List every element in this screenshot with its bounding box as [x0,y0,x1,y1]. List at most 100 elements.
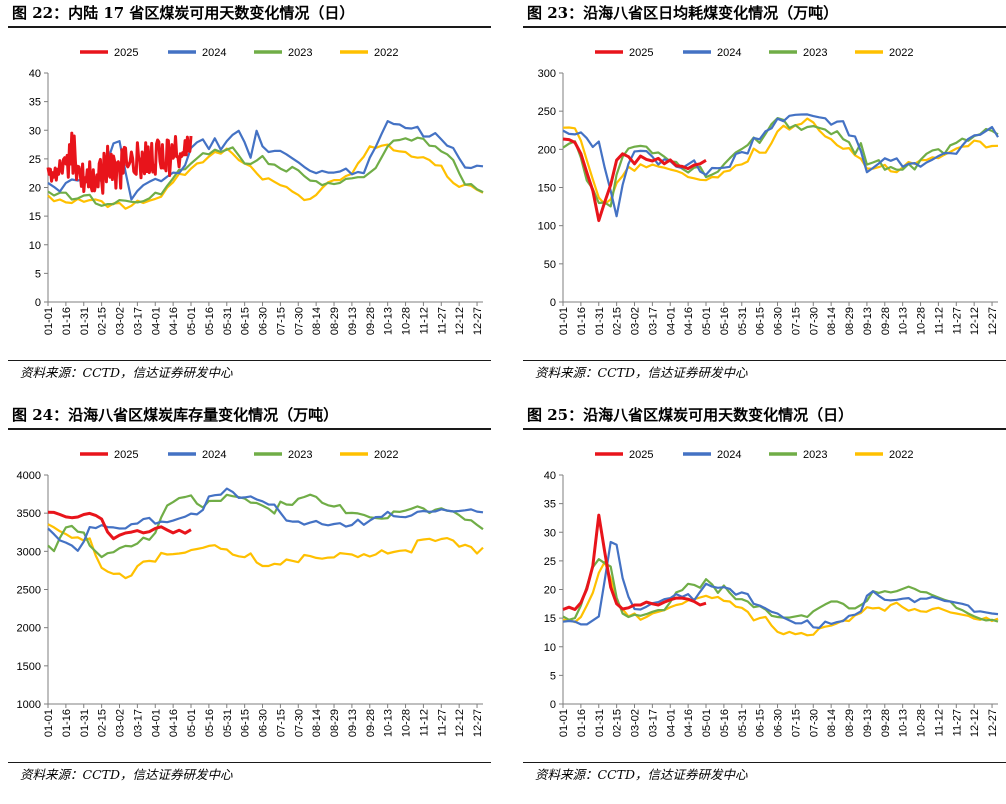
series-line-2022 [47,523,484,580]
x-tick-label: 02-15 [612,307,624,335]
x-tick-label: 10-28 [401,709,413,737]
y-tick-label: 0 [550,297,556,309]
x-tick-label: 09-13 [862,307,874,335]
y-tick-label: 20 [29,183,41,195]
y-tick-label: 40 [29,68,41,80]
x-tick-label: 06-30 [773,307,785,335]
source-note: 资料来源：CCTD，信达证券研发中心 [523,360,1006,388]
x-tick-label: 01-01 [558,307,570,335]
x-tick-label: 10-28 [916,307,928,335]
source-note: 资料来源：CCTD，信达证券研发中心 [523,762,1006,790]
x-tick-label: 10-28 [916,709,928,737]
series-line-2022 [562,117,999,206]
x-tick-label: 10-13 [383,709,395,737]
series-line-2025 [562,137,707,223]
y-tick-label: 30 [544,527,556,539]
x-tick-label: 05-01 [186,709,198,737]
series-line-2023 [562,558,999,623]
x-tick-label: 01-31 [79,709,91,737]
x-tick-label: 05-31 [737,709,749,737]
x-tick-label: 06-30 [773,709,785,737]
x-tick-label: 06-15 [755,307,767,335]
x-tick-label: 06-15 [755,709,767,737]
y-tick-label: 5 [35,268,41,280]
legend-label-2025: 2025 [629,449,653,461]
y-tick-label: 35 [544,499,556,511]
series-line-2024 [562,113,999,218]
x-tick-label: 01-16 [576,709,588,737]
x-tick-label: 07-15 [790,709,802,737]
x-tick-label: 12-27 [987,307,999,335]
y-tick-label: 1500 [17,661,41,673]
x-tick-label: 06-30 [258,307,270,335]
x-tick-label: 07-30 [808,307,820,335]
x-tick-label: 05-01 [701,307,713,335]
x-tick-label: 02-15 [97,709,109,737]
chart-title: 图 24：沿海八省区煤炭库存量变化情况（万吨） [8,402,491,430]
series-line-2025 [46,131,193,195]
legend-label-2025: 2025 [114,47,138,59]
y-tick-label: 15 [544,613,556,625]
x-tick-label: 04-01 [665,709,677,737]
legend-label-2024: 2024 [202,449,226,461]
x-tick-label: 09-13 [347,709,359,737]
y-tick-label: 10 [29,240,41,252]
y-tick-label: 150 [538,183,556,195]
series-line-2023 [47,493,484,559]
y-tick-label: 25 [29,154,41,166]
series-line-2024 [47,119,484,201]
x-tick-label: 05-16 [719,307,731,335]
x-tick-label: 07-15 [275,709,287,737]
x-tick-label: 03-17 [132,709,144,737]
x-tick-label: 01-31 [594,709,606,737]
line-chart: 1000 1500 2000 2500 3000 3500 4000 01-01 01-16 01… [17,449,485,737]
source-note: 资料来源：CCTD，信达证券研发中心 [8,360,491,388]
x-tick-label: 01-01 [43,307,55,335]
y-tick-label: 3000 [17,546,41,558]
series-line-2025 [47,510,192,541]
x-tick-label: 11-12 [418,709,430,736]
legend-label-2022: 2022 [374,47,398,59]
y-tick-label: 0 [35,297,41,309]
legend-label-2023: 2023 [288,449,312,461]
legend-label-2024: 2024 [717,47,741,59]
y-tick-label: 35 [29,97,41,109]
chart-panel-coastal-consumption: 图 23：沿海八省区日均耗煤变化情况（万吨） 0 50 100 150 200 250 30… [523,0,1006,402]
y-tick-label: 300 [538,68,556,80]
y-tick-label: 1000 [17,699,41,711]
x-tick-label: 05-01 [701,709,713,737]
x-tick-label: 01-31 [594,307,606,335]
y-tick-label: 250 [538,106,556,118]
y-tick-label: 200 [538,144,556,156]
x-tick-label: 12-27 [472,307,484,335]
x-tick-label: 09-13 [862,709,874,737]
x-tick-label: 03-17 [647,307,659,335]
x-tick-label: 12-27 [472,709,484,737]
legend-label-2023: 2023 [803,449,827,461]
legend-label-2024: 2024 [202,47,226,59]
x-tick-label: 07-30 [808,709,820,737]
x-tick-label: 05-01 [186,307,198,335]
x-tick-label: 10-28 [401,307,413,335]
y-tick-label: 30 [29,125,41,137]
x-tick-label: 11-27 [436,307,448,334]
x-tick-label: 06-15 [240,709,252,737]
x-tick-label: 09-28 [365,709,377,737]
y-tick-label: 15 [29,211,41,223]
series-line-2024 [562,540,999,629]
x-tick-label: 04-16 [168,709,180,737]
x-tick-label: 09-28 [880,709,892,737]
legend-label-2022: 2022 [374,449,398,461]
y-tick-label: 100 [538,221,556,233]
legend-label-2025: 2025 [114,449,138,461]
x-tick-label: 07-15 [275,307,287,335]
chart-panel-inland-days: 图 22：内陆 17 省区煤炭可用天数变化情况（日） 0 5 10 15 20 25 30 3… [8,0,491,402]
y-tick-label: 0 [550,699,556,711]
x-tick-label: 02-15 [612,709,624,737]
x-tick-label: 12-12 [969,307,981,335]
x-tick-label: 05-16 [204,709,216,737]
x-tick-label: 05-16 [719,709,731,737]
x-tick-label: 10-13 [383,307,395,335]
x-tick-label: 04-01 [665,307,677,335]
